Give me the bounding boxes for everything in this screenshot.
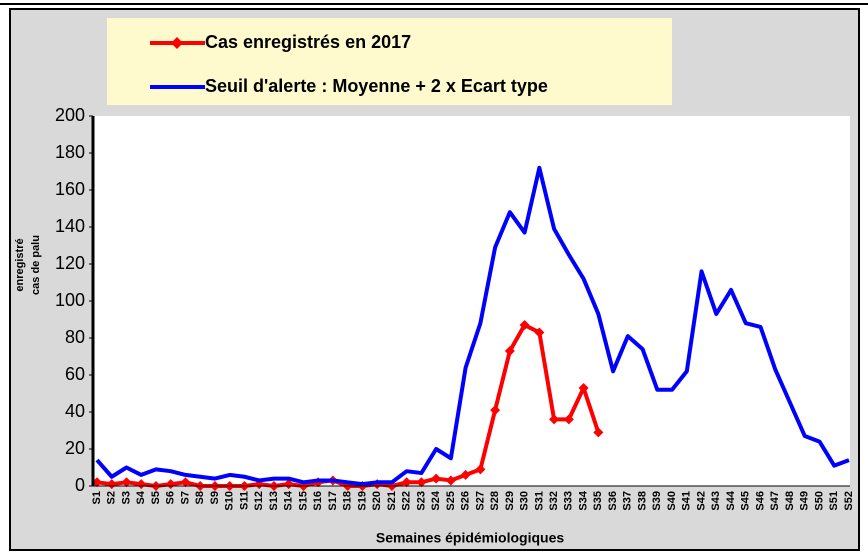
- x-tick-label: S30: [519, 491, 531, 511]
- point-marker: [460, 469, 471, 480]
- x-tick-label: S21: [386, 491, 398, 511]
- y-axis-label: enregistré: [14, 238, 26, 291]
- x-tick-label: S31: [533, 491, 545, 511]
- point-marker: [165, 479, 176, 490]
- x-tick-label: S51: [828, 491, 840, 511]
- x-tick-label: S25: [445, 491, 457, 511]
- point-marker: [490, 405, 501, 416]
- point-marker: [431, 473, 442, 484]
- y-tick-label: 180: [55, 142, 85, 162]
- x-tick-label: S17: [327, 491, 339, 511]
- point-marker: [445, 475, 456, 486]
- y-tick-label: 0: [75, 475, 85, 495]
- point-marker: [136, 479, 147, 490]
- x-tick-label: S36: [607, 491, 619, 511]
- point-marker: [180, 477, 191, 488]
- legend-label: Seuil d'alerte : Moyenne + 2 x Ecart typ…: [205, 76, 548, 96]
- x-tick-label: S14: [283, 490, 295, 510]
- point-marker: [121, 477, 132, 488]
- y-tick-label: 120: [55, 253, 85, 273]
- x-tick-label: S45: [740, 491, 752, 511]
- y-axis-label: cas de palu: [30, 235, 42, 295]
- y-tick-label: 40: [65, 401, 85, 421]
- y-tick-label: 140: [55, 216, 85, 236]
- legend-marker: [171, 37, 183, 49]
- x-tick-label: S49: [799, 491, 811, 511]
- point-marker: [106, 479, 117, 490]
- x-tick-label: S18: [342, 491, 354, 511]
- y-tick-label: 20: [65, 438, 85, 458]
- x-tick-label: S37: [622, 491, 634, 511]
- x-tick-label: S1: [91, 491, 103, 504]
- point-marker: [416, 477, 427, 488]
- point-marker: [563, 414, 574, 425]
- point-marker: [504, 345, 515, 356]
- x-tick-label: S52: [843, 491, 855, 511]
- x-tick-label: S48: [784, 491, 796, 511]
- point-marker: [578, 382, 589, 393]
- x-tick-label: S28: [489, 491, 501, 511]
- y-tick-label: 160: [55, 179, 85, 199]
- y-tick-label: 200: [55, 105, 85, 125]
- point-marker: [519, 320, 530, 331]
- point-marker: [549, 414, 560, 425]
- x-tick-label: S34: [577, 490, 589, 510]
- x-tick-label: S40: [666, 491, 678, 511]
- legend-label: Cas enregistrés en 2017: [205, 32, 411, 52]
- x-tick-label: S6: [165, 491, 177, 504]
- x-tick-label: S29: [504, 491, 516, 511]
- x-tick-label: S38: [636, 491, 648, 511]
- point-marker: [534, 327, 545, 338]
- x-tick-label: S26: [460, 491, 472, 511]
- y-tick-label: 80: [65, 327, 85, 347]
- x-tick-label: S8: [194, 491, 206, 504]
- series-line: [95, 165, 850, 487]
- x-tick-label: S35: [592, 491, 604, 511]
- x-tick-label: S50: [813, 491, 825, 511]
- point-marker: [283, 479, 294, 490]
- point-marker: [593, 427, 604, 438]
- legend-box: [107, 18, 672, 105]
- x-tick-label: S3: [120, 491, 132, 504]
- x-tick-label: S19: [356, 491, 368, 511]
- y-tick-label: 60: [65, 364, 85, 384]
- x-tick-label: S27: [474, 491, 486, 511]
- x-tick-label: S47: [769, 491, 781, 511]
- x-tick-label: S2: [106, 491, 118, 504]
- x-tick-label: S11: [238, 491, 250, 510]
- x-axis-label: Semaines épidémiologiques: [376, 530, 564, 546]
- y-tick-label: 100: [55, 290, 85, 310]
- x-tick-label: S13: [268, 491, 280, 511]
- x-tick-label: S5: [150, 491, 162, 504]
- x-tick-label: S32: [548, 491, 560, 511]
- point-marker: [401, 477, 412, 488]
- x-tick-label: S4: [135, 490, 147, 504]
- x-tick-label: S24: [430, 490, 442, 510]
- x-tick-label: S46: [754, 491, 766, 511]
- x-tick-label: S7: [179, 491, 191, 504]
- x-tick-label: S23: [415, 491, 427, 511]
- x-tick-label: S16: [312, 491, 324, 511]
- x-tick-label: S33: [563, 491, 575, 511]
- x-tick-label: S15: [297, 491, 309, 511]
- x-tick-label: S20: [371, 491, 383, 511]
- x-tick-label: S9: [209, 491, 221, 504]
- point-marker: [475, 464, 486, 475]
- x-tick-label: S44: [725, 490, 737, 510]
- x-tick-label: S41: [681, 491, 693, 511]
- x-tick-label: S42: [695, 491, 707, 511]
- x-tick-label: S12: [253, 491, 265, 511]
- x-tick-label: S43: [710, 491, 722, 511]
- x-tick-label: S10: [224, 491, 236, 511]
- x-tick-label: S39: [651, 491, 663, 511]
- x-tick-label: S22: [401, 491, 413, 511]
